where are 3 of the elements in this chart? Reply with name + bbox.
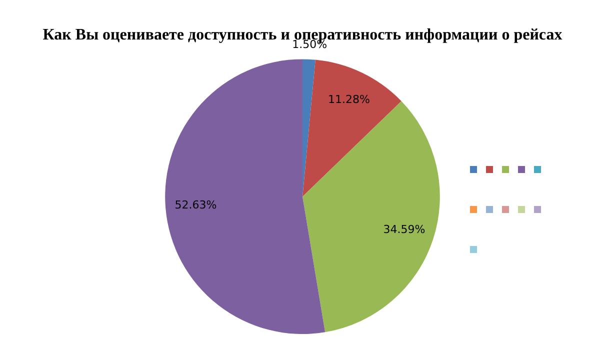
data-label: 52.63% <box>174 198 217 212</box>
data-label: 34.59% <box>383 223 426 236</box>
data-label: 11.28% <box>328 92 370 106</box>
